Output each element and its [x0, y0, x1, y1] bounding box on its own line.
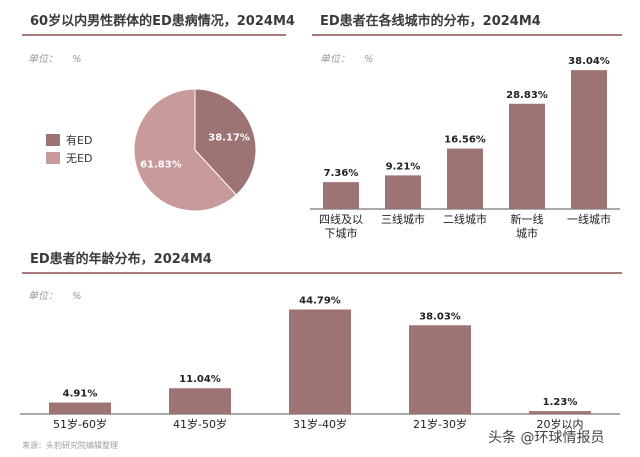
pie-title-rule: [22, 34, 286, 36]
city-unit-value: %: [364, 54, 374, 65]
city-bar: [447, 148, 483, 209]
city-tick-label: 二线城市: [443, 212, 487, 226]
age-tick-label: 31岁-40岁: [293, 417, 347, 431]
pie-legend: 有ED 无ED: [46, 131, 92, 167]
age-tick-label: 51岁-60岁: [53, 417, 107, 431]
city-tick-label: 城市: [516, 226, 538, 240]
legend-swatch-has-ed: [46, 134, 60, 146]
city-tick-label: 三线城市: [381, 212, 425, 226]
pie-slice-no-ed: [133, 88, 237, 212]
city-data-label: 38.04%: [568, 56, 610, 67]
watermark: 头条 @环球情报员: [488, 430, 605, 446]
city-chart-title: ED患者在各线城市的分布，2024M4: [320, 14, 541, 29]
age-data-label: 4.91%: [63, 389, 98, 400]
age-tick-label: 21岁-30岁: [413, 417, 467, 431]
age-data-label: 38.03%: [419, 311, 461, 322]
source-note: 来源：头豹研究院编辑整理: [22, 441, 118, 450]
age-bar: [529, 411, 591, 414]
city-tick-label: 四线及以: [319, 212, 363, 226]
city-tick-label: 下城市: [325, 226, 358, 240]
city-data-label: 28.83%: [506, 90, 548, 101]
age-data-label: 44.79%: [299, 295, 341, 306]
age-data-label: 1.23%: [543, 397, 578, 408]
pie-slice-has-ed-label: 38.17%: [208, 133, 250, 144]
age-bar: [49, 402, 111, 414]
age-bar-chart: 4.91% 51岁-60岁 11.04% 41岁-50岁 44.79% 31岁-40岁 38…: [20, 295, 620, 431]
age-bar: [409, 325, 471, 414]
pie-slice-has-ed: [194, 88, 257, 196]
city-unit-label: 单位：%: [320, 50, 374, 65]
city-bar: [509, 103, 545, 209]
pie-unit-label: 单位：%: [28, 50, 82, 65]
city-bar: [571, 70, 607, 210]
age-unit-label: 单位：%: [28, 287, 82, 302]
pie-unit-text: 单位：: [28, 54, 58, 65]
pie-chart: 38.17% 61.83%: [133, 88, 257, 212]
city-bar: [323, 182, 359, 209]
legend-label-has-ed: 有ED: [66, 134, 93, 147]
city-data-label: 9.21%: [386, 161, 421, 172]
age-title-rule: [22, 272, 622, 274]
legend-item-no-ed: 无ED: [46, 149, 92, 167]
city-data-label: 16.56%: [444, 135, 486, 146]
city-title-rule: [312, 34, 622, 36]
pie-slice-no-ed-label: 61.83%: [140, 159, 182, 170]
age-tick-label: 20岁以内: [537, 417, 584, 431]
age-unit-value: %: [72, 291, 82, 302]
city-tick-label: 一线城市: [567, 212, 611, 226]
pie-unit-value: %: [72, 54, 82, 65]
legend-label-no-ed: 无ED: [66, 152, 93, 165]
legend-item-has-ed: 有ED: [46, 131, 92, 149]
age-bar: [169, 388, 231, 414]
age-unit-text: 单位：: [28, 291, 58, 302]
age-data-label: 11.04%: [179, 374, 221, 385]
pie-chart-title: 60岁以内男性群体的ED患病情况，2024M4: [30, 14, 295, 29]
legend-swatch-no-ed: [46, 152, 60, 164]
city-data-label: 7.36%: [324, 168, 359, 179]
age-bar: [289, 309, 351, 414]
age-chart-title: ED患者的年龄分布，2024M4: [30, 252, 212, 267]
city-unit-text: 单位：: [320, 54, 350, 65]
city-tick-label: 新一线: [511, 212, 544, 226]
city-bar: [385, 175, 421, 209]
age-tick-label: 41岁-50岁: [173, 417, 227, 431]
